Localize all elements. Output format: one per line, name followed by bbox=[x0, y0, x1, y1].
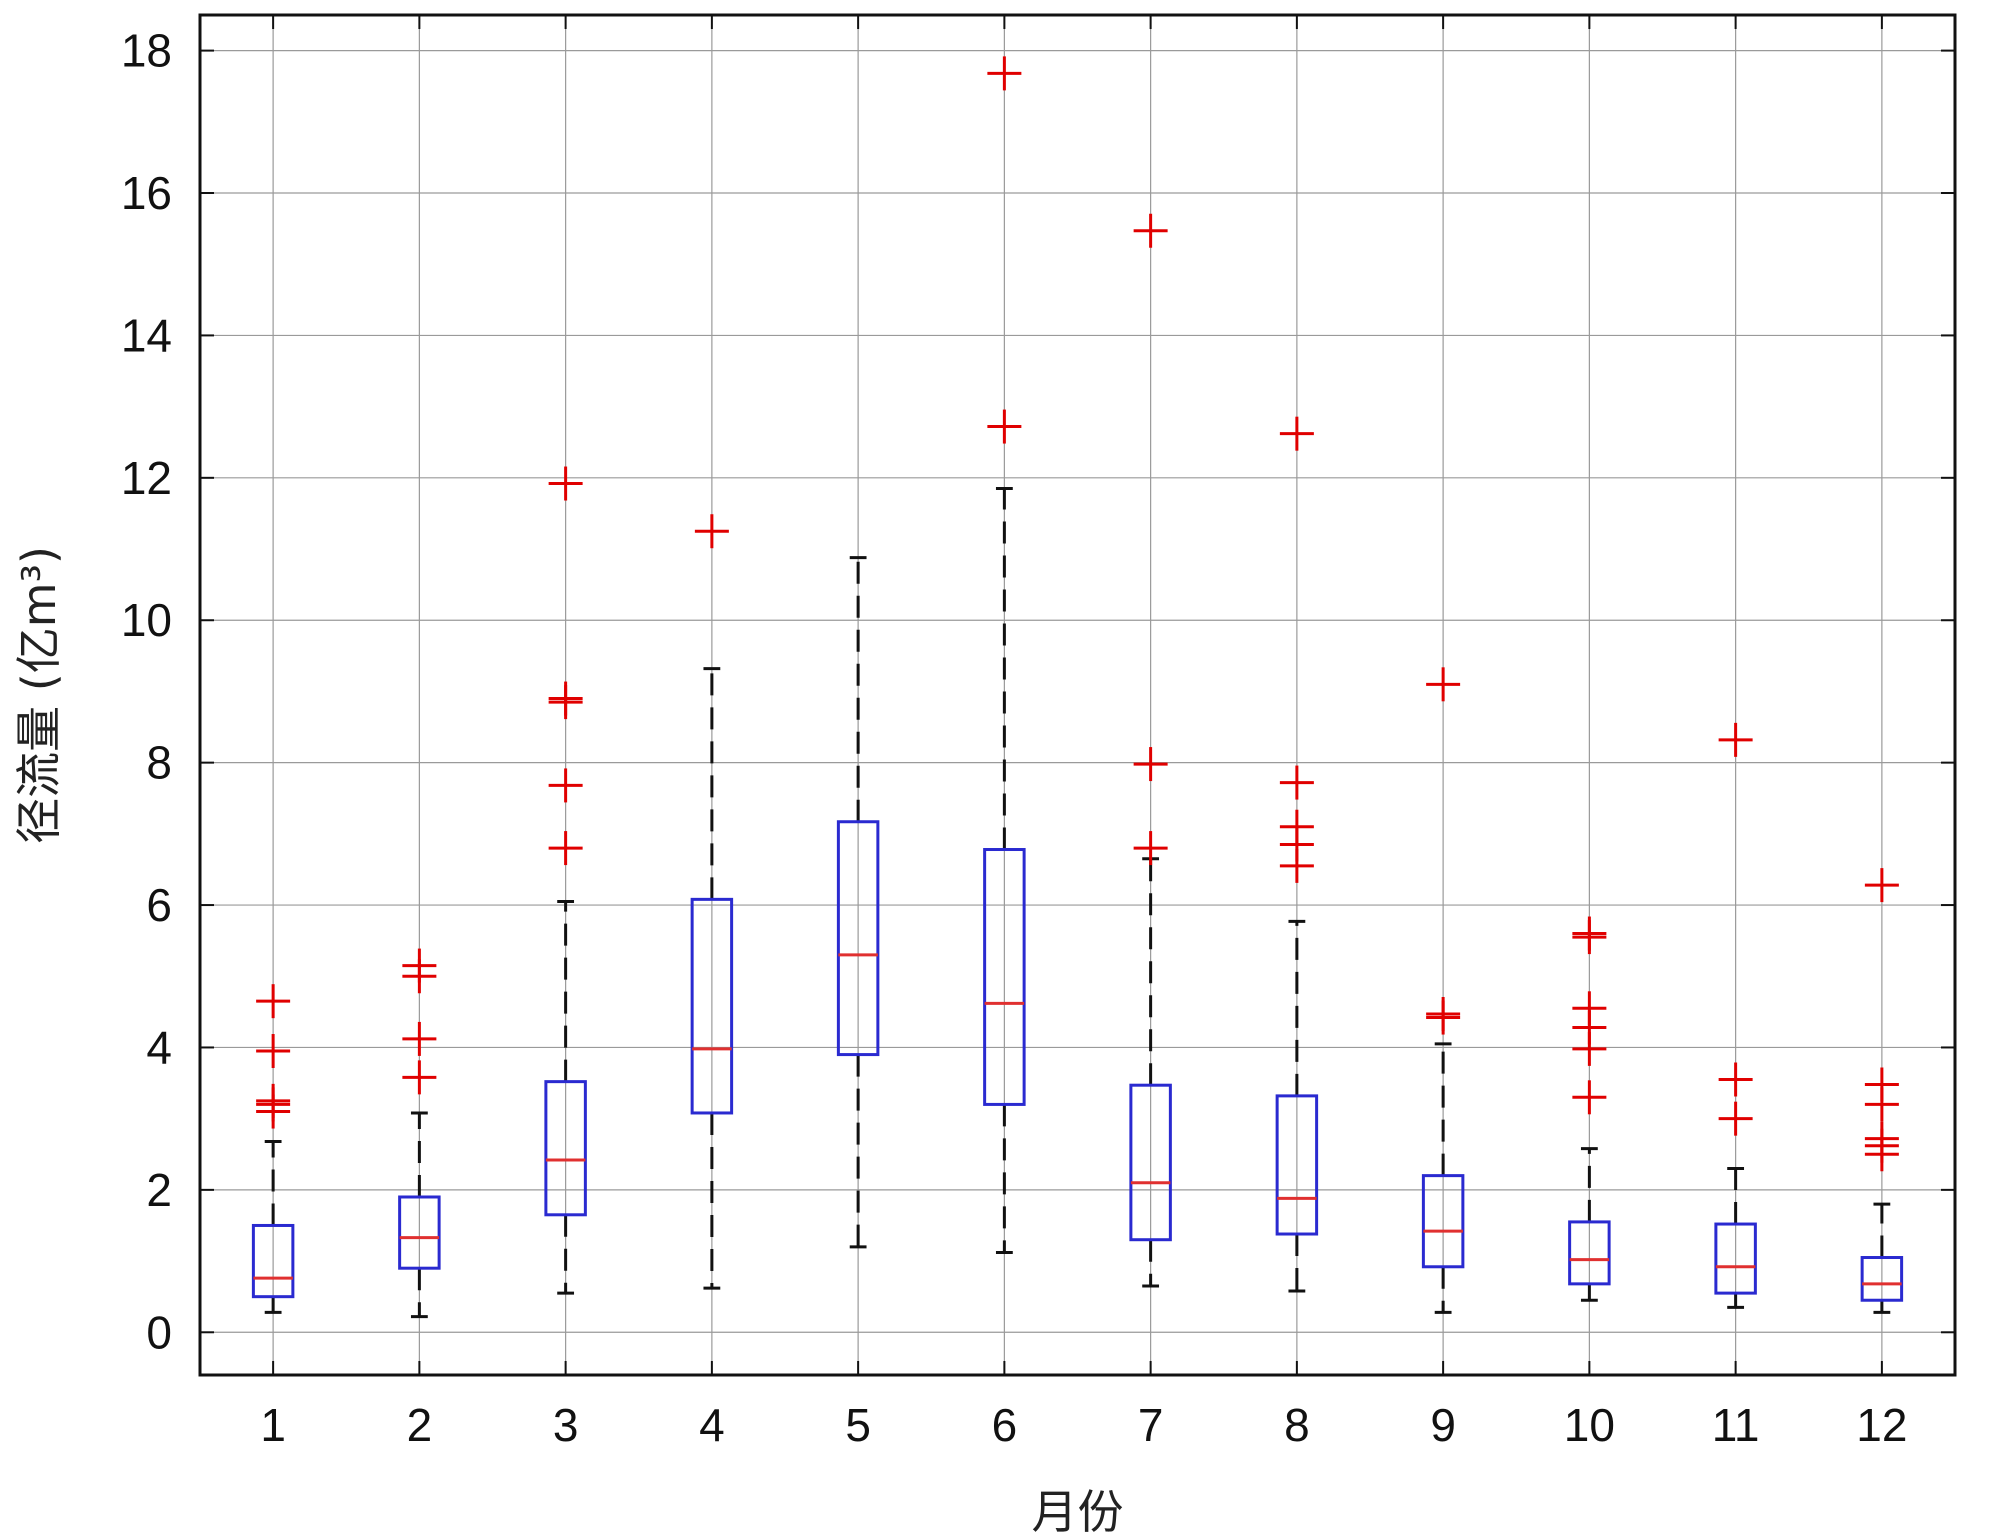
box-month-11 bbox=[1714, 1167, 1757, 1309]
x-tick-label: 5 bbox=[845, 1399, 871, 1451]
box-month-3 bbox=[544, 899, 587, 1295]
x-tick-label: 6 bbox=[992, 1399, 1018, 1451]
box-month-12 bbox=[1860, 1202, 1904, 1314]
x-tick-label: 8 bbox=[1284, 1399, 1310, 1451]
iqr-box bbox=[398, 1195, 441, 1270]
outlier-point bbox=[548, 831, 583, 866]
y-tick-label: 10 bbox=[121, 594, 172, 646]
outlier-point bbox=[1718, 722, 1753, 757]
outlier-point bbox=[402, 948, 437, 983]
outlier-markers bbox=[256, 56, 1899, 1172]
outlier-point bbox=[987, 56, 1022, 91]
box-month-1 bbox=[251, 1139, 295, 1314]
iqr-box bbox=[251, 1223, 295, 1299]
y-tick-label: 16 bbox=[121, 167, 172, 219]
y-axis-title: 径流量 (亿m³) bbox=[12, 546, 66, 844]
iqr-box bbox=[1421, 1174, 1465, 1269]
box-series bbox=[251, 487, 1904, 1319]
outlier-point bbox=[1864, 868, 1899, 903]
y-tick-label: 18 bbox=[121, 25, 172, 77]
x-tick-label: 11 bbox=[1712, 1399, 1760, 1451]
plot-frame bbox=[198, 13, 1957, 1377]
outlier-point bbox=[1279, 809, 1314, 844]
outlier-point bbox=[1572, 1080, 1607, 1115]
iqr-box bbox=[544, 1080, 587, 1217]
x-tick-label: 7 bbox=[1138, 1399, 1164, 1451]
box-month-7 bbox=[1129, 857, 1172, 1288]
outlier-point bbox=[548, 768, 583, 803]
y-tick-label: 4 bbox=[146, 1021, 172, 1073]
iqr-box bbox=[690, 897, 734, 1115]
box-month-9 bbox=[1421, 1042, 1465, 1314]
box-month-10 bbox=[1568, 1147, 1611, 1302]
x-tick-label: 10 bbox=[1564, 1399, 1615, 1451]
outlier-point bbox=[1133, 831, 1168, 866]
y-tick-label: 2 bbox=[146, 1164, 172, 1216]
box-month-4 bbox=[690, 667, 734, 1290]
outlier-point bbox=[1133, 747, 1168, 782]
outlier-point bbox=[256, 1034, 291, 1069]
y-tick-label: 6 bbox=[146, 879, 172, 931]
outlier-point bbox=[402, 1021, 437, 1056]
outlier-point bbox=[548, 681, 583, 716]
outlier-point bbox=[1864, 1121, 1899, 1156]
iqr-box bbox=[836, 820, 880, 1057]
outlier-point bbox=[1426, 667, 1461, 702]
outlier-point bbox=[256, 1083, 291, 1118]
outlier-point bbox=[256, 984, 291, 1019]
y-tick-label: 14 bbox=[121, 309, 172, 361]
x-tick-label: 4 bbox=[699, 1399, 725, 1451]
box-month-5 bbox=[836, 556, 880, 1249]
x-tick-label: 9 bbox=[1430, 1399, 1456, 1451]
y-tick-label: 8 bbox=[146, 737, 172, 789]
x-tick-label: 1 bbox=[260, 1399, 286, 1451]
outlier-point bbox=[987, 409, 1022, 444]
outlier-point bbox=[1279, 416, 1314, 451]
x-tick-label: 3 bbox=[553, 1399, 579, 1451]
outlier-point bbox=[1133, 213, 1168, 248]
y-tick-label: 0 bbox=[146, 1306, 172, 1358]
iqr-box bbox=[1129, 1083, 1172, 1242]
outlier-point bbox=[1572, 916, 1607, 951]
outlier-point bbox=[548, 466, 583, 501]
box-month-2 bbox=[398, 1111, 441, 1319]
outlier-point bbox=[1718, 1062, 1753, 1097]
box-month-8 bbox=[1275, 919, 1319, 1293]
iqr-box bbox=[1275, 1094, 1319, 1236]
iqr-box bbox=[983, 848, 1026, 1106]
outlier-point bbox=[1572, 991, 1607, 1026]
iqr-box bbox=[1860, 1256, 1904, 1302]
x-tick-label: 12 bbox=[1856, 1399, 1907, 1451]
outlier-point bbox=[1718, 1101, 1753, 1136]
x-axis-title: 月份 bbox=[1032, 1485, 1124, 1536]
iqr-box bbox=[1568, 1220, 1611, 1286]
outlier-point bbox=[402, 1060, 437, 1095]
outlier-point bbox=[694, 514, 729, 549]
iqr-box bbox=[1714, 1222, 1757, 1295]
outlier-point bbox=[1864, 1067, 1899, 1102]
y-tick-label: 12 bbox=[121, 452, 172, 504]
box-month-6 bbox=[983, 487, 1026, 1255]
outlier-point bbox=[1279, 765, 1314, 800]
outlier-point bbox=[1426, 996, 1461, 1031]
x-tick-label: 2 bbox=[407, 1399, 433, 1451]
